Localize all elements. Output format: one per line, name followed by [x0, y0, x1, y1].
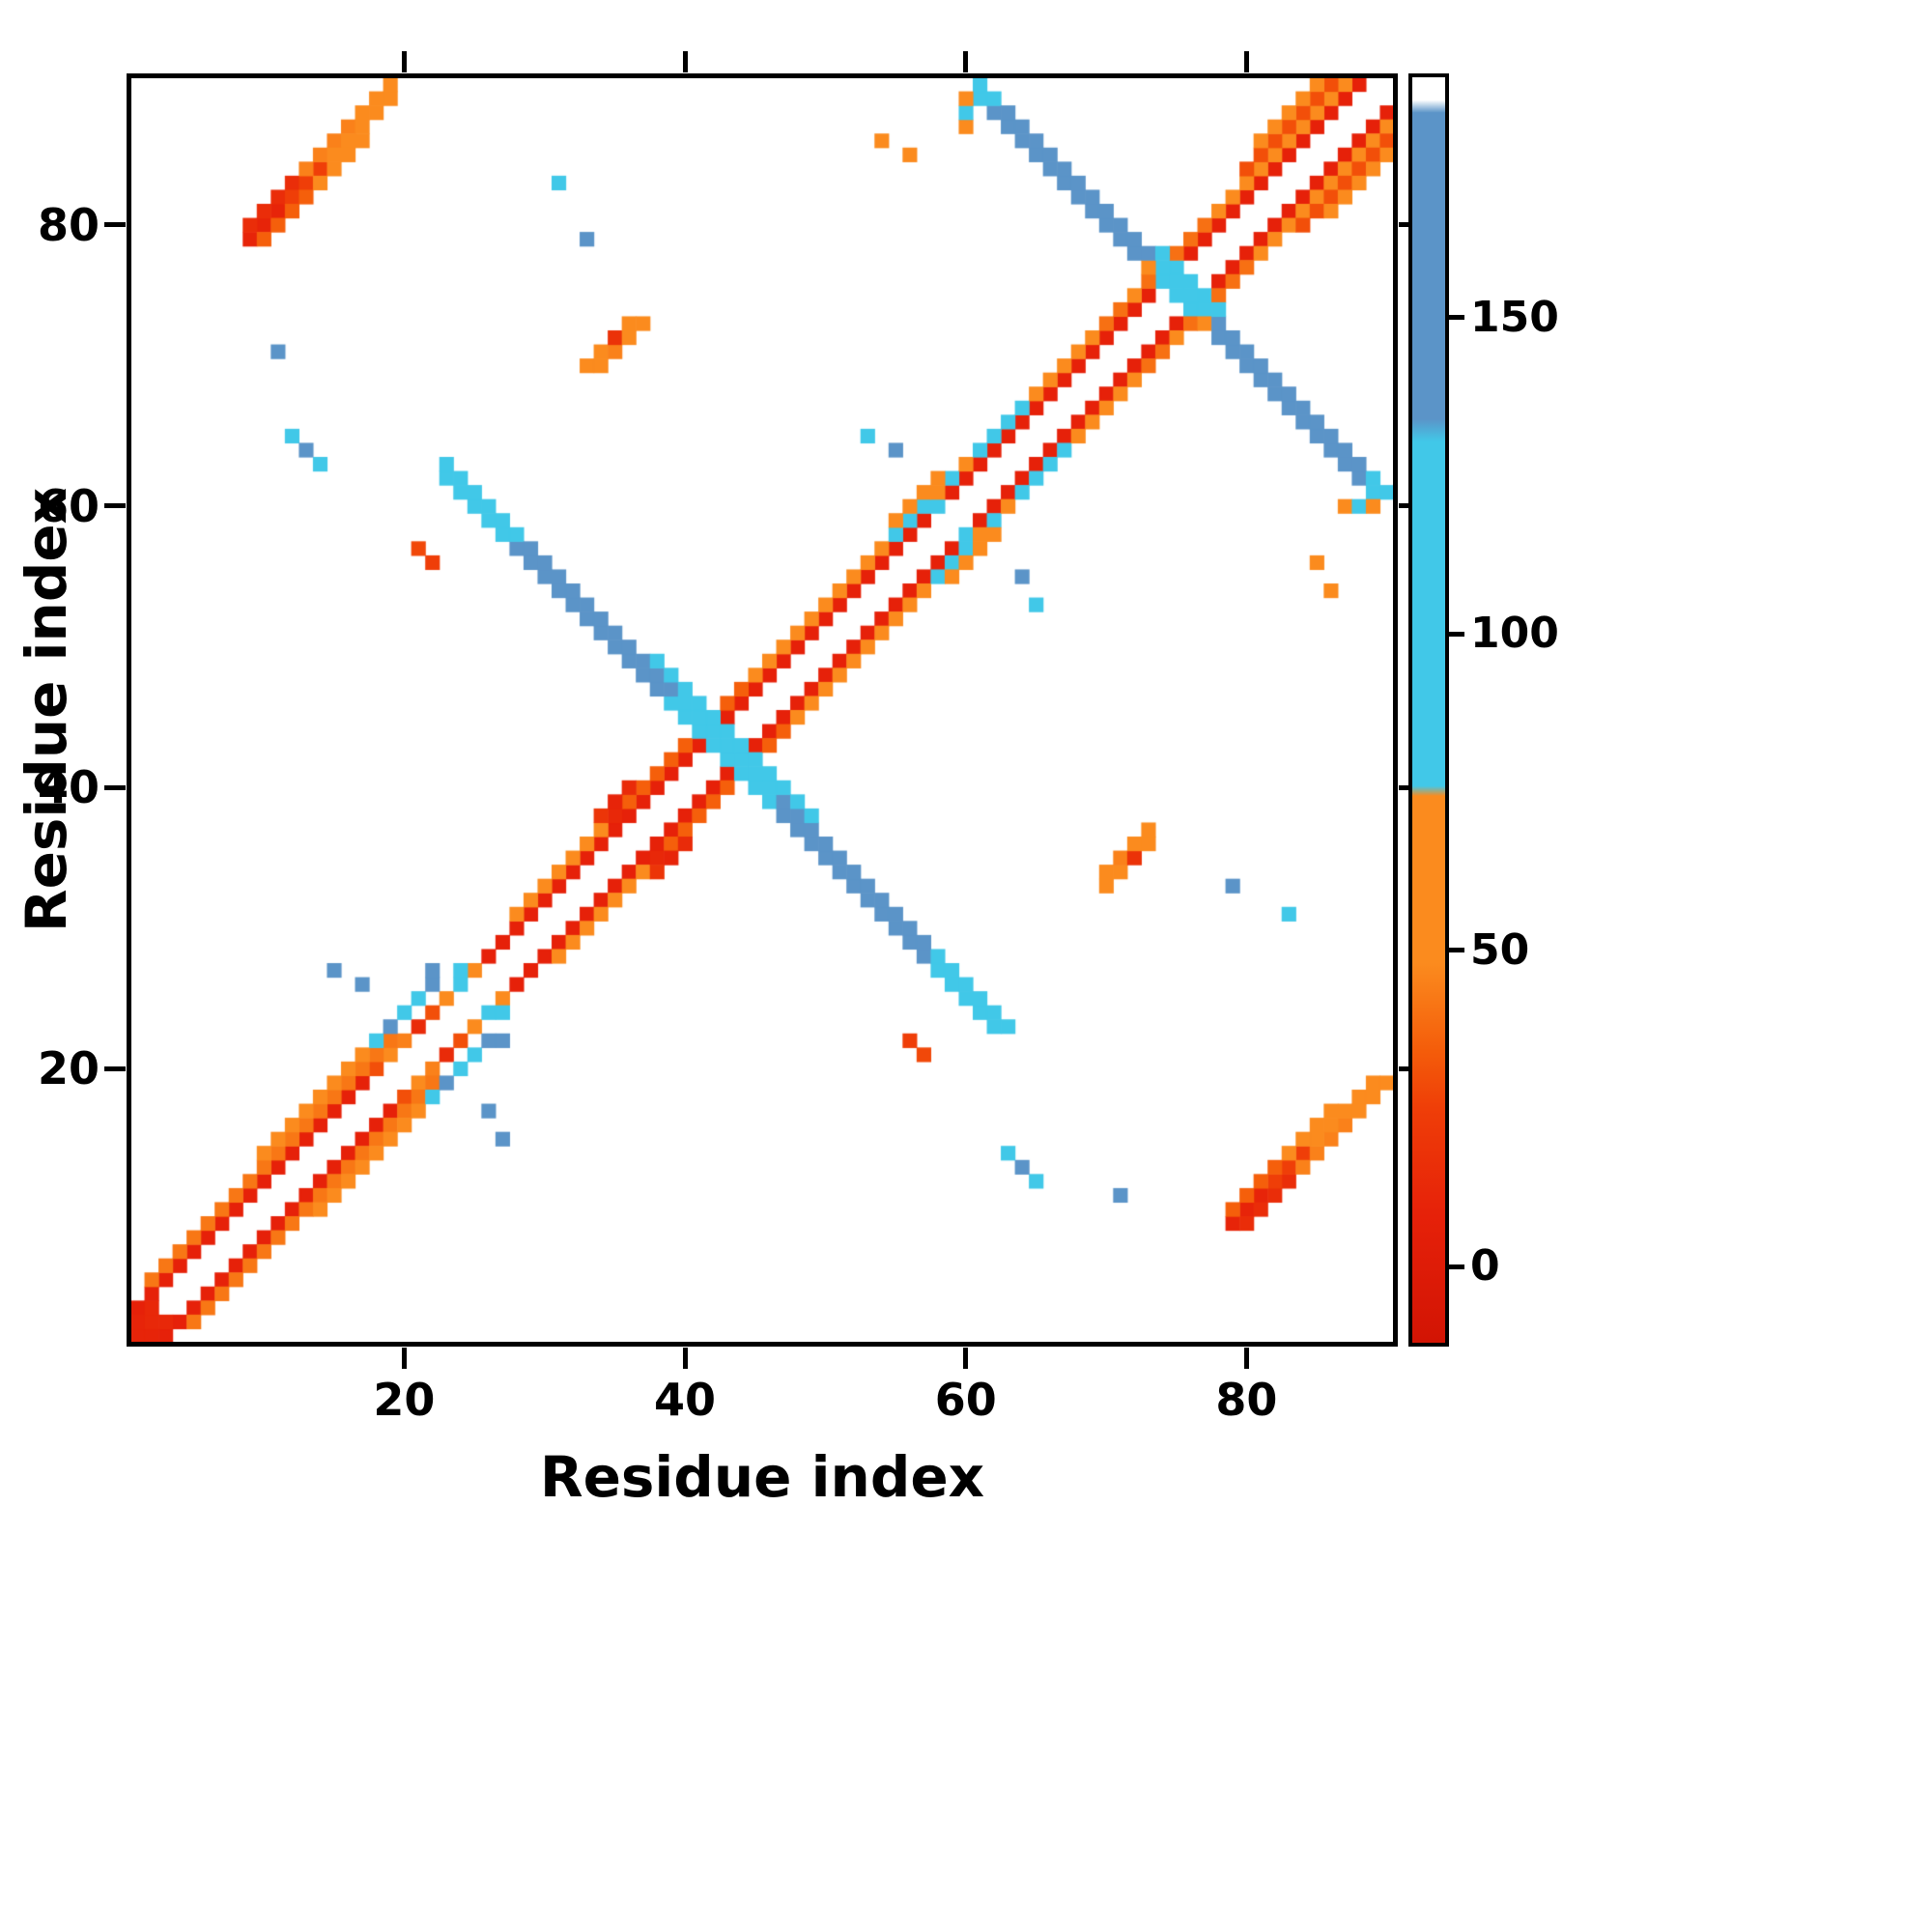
colorbar-tick-mark — [1449, 315, 1464, 321]
x-tick-mark-bottom — [682, 1348, 688, 1369]
x-tick-mark-top — [963, 51, 969, 72]
x-axis-label: Residue index — [539, 1444, 985, 1510]
x-tick-mark-top — [401, 51, 407, 72]
y-tick-label: 80 — [37, 198, 99, 251]
y-tick-label: 20 — [37, 1042, 99, 1095]
y-tick-label: 60 — [37, 479, 99, 532]
x-tick-mark-top — [682, 51, 688, 72]
y-axis-label: Residue index — [14, 487, 79, 933]
y-tick-mark-left — [104, 503, 126, 509]
colorbar-tick-label: 150 — [1470, 292, 1559, 342]
colorbar-tick-label: 0 — [1470, 1241, 1500, 1292]
y-tick-mark-left — [104, 784, 126, 790]
x-tick-mark-bottom — [1243, 1348, 1249, 1369]
x-tick-mark-bottom — [401, 1348, 407, 1369]
y-tick-mark-left — [104, 222, 126, 228]
colorbar-tick-mark — [1449, 948, 1464, 953]
colorbar-tick-label: 100 — [1470, 609, 1559, 659]
y-tick-label: 40 — [37, 761, 99, 814]
colorbar-tick-mark — [1449, 631, 1464, 637]
x-tick-label: 40 — [654, 1374, 717, 1426]
colorbar-tick-mark — [1449, 1264, 1464, 1269]
y-tick-mark-left — [104, 1065, 126, 1071]
heatmap-canvas — [130, 77, 1394, 1343]
x-tick-mark-bottom — [963, 1348, 969, 1369]
x-tick-label: 60 — [934, 1374, 997, 1426]
colorbar-gradient — [1412, 77, 1445, 1343]
colorbar-tick-label: 50 — [1470, 924, 1530, 975]
x-tick-mark-top — [1243, 51, 1249, 72]
x-tick-label: 80 — [1215, 1374, 1278, 1426]
x-tick-label: 20 — [373, 1374, 436, 1426]
